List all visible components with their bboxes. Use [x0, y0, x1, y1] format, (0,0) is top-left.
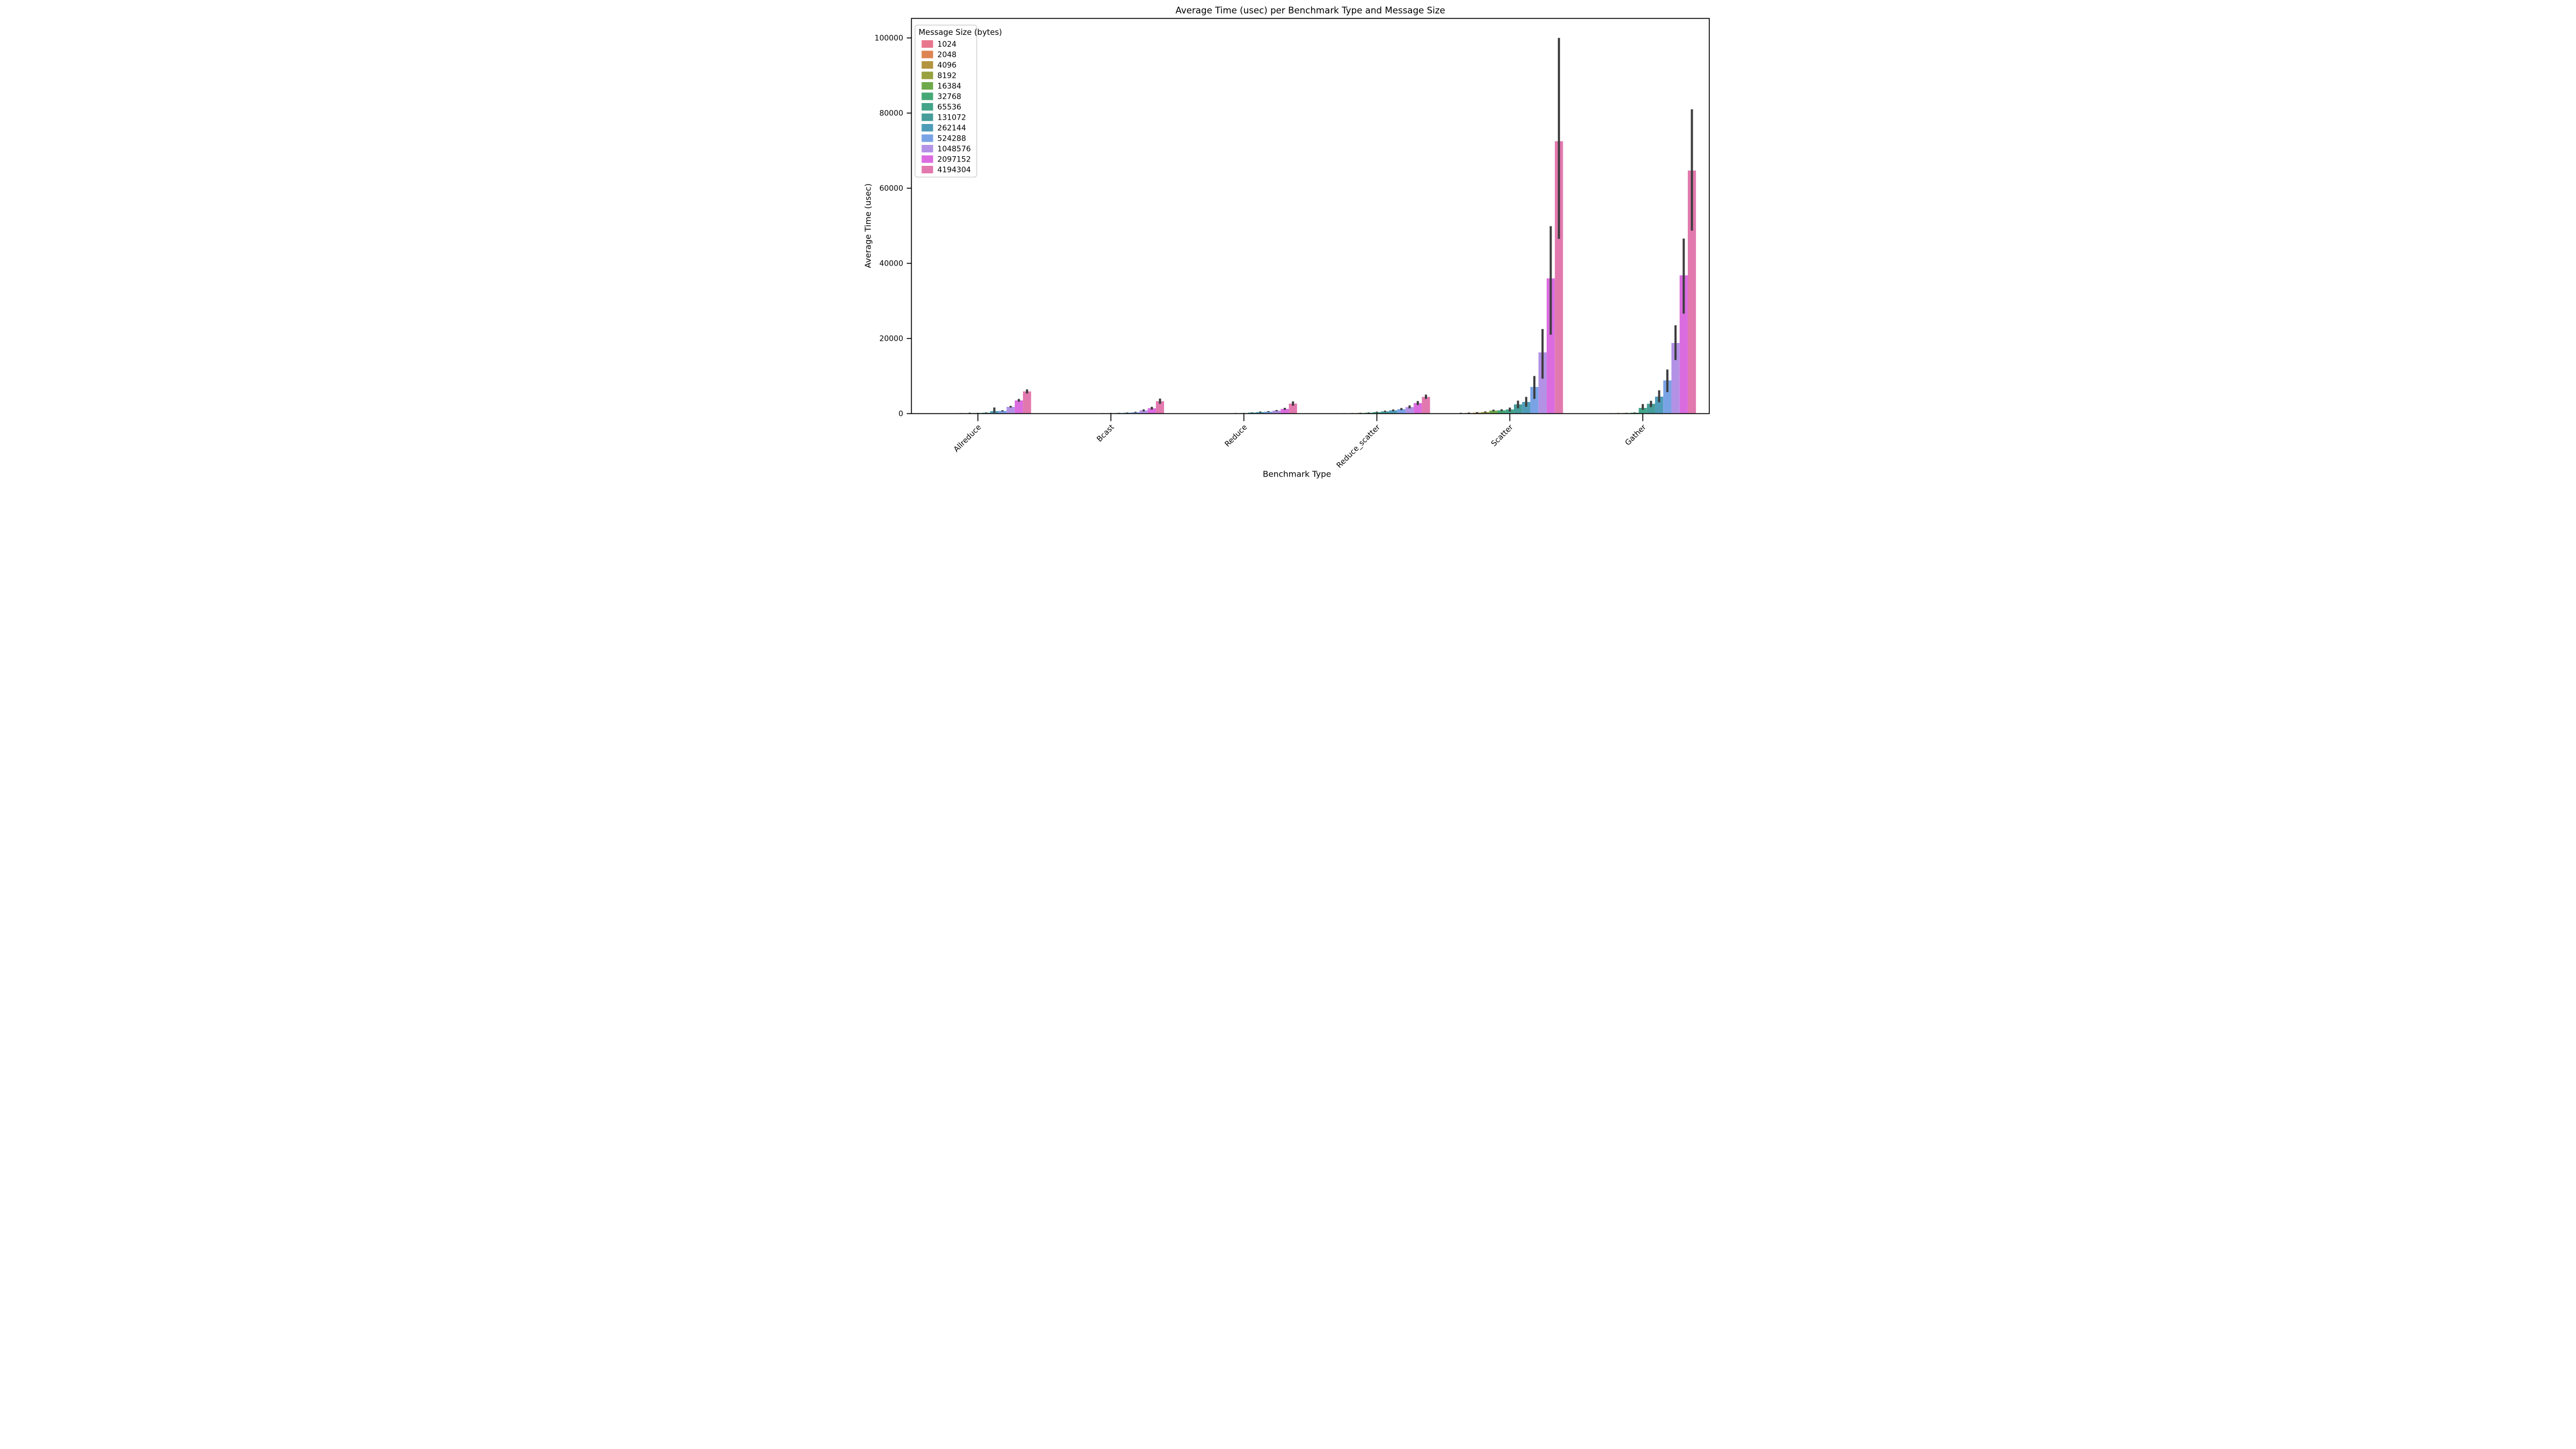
legend-label-131072: 131072: [938, 114, 966, 122]
legend-label-65536: 65536: [938, 103, 962, 112]
bar-1048576-Reduce_scatter: [1405, 407, 1414, 414]
legend-swatch-131072: [921, 113, 933, 121]
bar-2097152-Scatter: [1546, 278, 1555, 414]
legend-label-8192: 8192: [938, 72, 957, 80]
bar-524288-Scatter: [1530, 386, 1539, 414]
bar-16384-Scatter: [1489, 411, 1498, 414]
bar-4096-Scatter: [1473, 412, 1481, 414]
bar-262144-Scatter: [1522, 401, 1531, 414]
y-tick-label: 80000: [879, 109, 903, 118]
y-tick-label: 0: [898, 410, 903, 419]
bar-262144-Reduce_scatter: [1389, 410, 1397, 414]
legend-swatch-2097152: [921, 155, 933, 163]
bar-262144-Gather: [1655, 397, 1664, 414]
legend-label-262144: 262144: [938, 124, 967, 133]
x-tick-label: Scatter: [1490, 423, 1515, 448]
bar-4194304-Allreduce: [1023, 391, 1031, 414]
legend-swatch-8192: [921, 71, 933, 79]
bar-4194304-Scatter: [1555, 141, 1563, 414]
bar-2097152-Bcast: [1147, 408, 1156, 414]
bar-65536-Gather: [1638, 408, 1647, 414]
legend-label-1024: 1024: [938, 40, 957, 49]
y-tick-label: 60000: [879, 185, 903, 193]
bar-131072-Scatter: [1513, 404, 1523, 414]
bar-1048576-Gather: [1671, 343, 1680, 414]
bar-131072-Gather: [1646, 404, 1655, 414]
legend-swatch-1048576: [921, 145, 933, 152]
legend-swatch-4096: [921, 61, 933, 69]
bar-chart: Average Time (usec) per Benchmark Type a…: [863, 5, 1710, 479]
legend-swatch-2048: [921, 50, 933, 58]
bar-524288-Gather: [1663, 380, 1672, 414]
legend-swatch-16384: [921, 82, 933, 90]
legend-title: Message Size (bytes): [919, 28, 1002, 37]
x-tick-label: Allreduce: [952, 423, 983, 454]
bar-131072-Reduce_scatter: [1381, 411, 1389, 414]
chart-title: Average Time (usec) per Benchmark Type a…: [1175, 5, 1445, 16]
legend-swatch-524288: [921, 134, 933, 142]
bar-4194304-Gather: [1687, 170, 1696, 414]
bar-1048576-Allreduce: [1006, 407, 1015, 414]
bar-524288-Bcast: [1131, 412, 1140, 414]
bar-8192-Scatter: [1481, 412, 1490, 414]
x-tick-label: Bcast: [1095, 423, 1116, 444]
x-tick-label: Gather: [1623, 423, 1648, 448]
bar-524288-Allreduce: [998, 411, 1007, 414]
legend-swatch-65536: [921, 103, 933, 111]
y-tick-label: 100000: [875, 34, 903, 43]
y-axis-label: Average Time (usec): [863, 184, 873, 268]
bar-524288-Reduce_scatter: [1397, 409, 1406, 414]
bar-4194304-Reduce: [1289, 404, 1297, 414]
bar-262144-Reduce: [1256, 412, 1264, 414]
legend-label-4096: 4096: [938, 61, 957, 70]
legend-swatch-262144: [921, 124, 933, 131]
y-tick-label: 20000: [879, 335, 903, 343]
plot-area: 0 20000 40000 60000 80000 100000 Allreduce Bcas…: [875, 18, 1710, 470]
legend-label-2048: 2048: [938, 51, 957, 60]
bar-65536-Reduce_scatter: [1372, 412, 1381, 414]
bar-65536-Scatter: [1505, 409, 1514, 414]
legend-label-16384: 16384: [938, 82, 962, 91]
bar-1048576-Reduce: [1272, 411, 1281, 414]
legend-swatch-4194304: [921, 166, 933, 173]
x-axis-label: Benchmark Type: [1263, 469, 1331, 479]
chart-container: Average Time (usec) per Benchmark Type a…: [859, 0, 1717, 483]
legend-label-524288: 524288: [938, 135, 966, 143]
x-tick-label: Reduce: [1223, 423, 1249, 449]
bar-2097152-Gather: [1679, 275, 1688, 414]
bar-1048576-Scatter: [1538, 352, 1547, 414]
bar-2097152-Allreduce: [1014, 400, 1023, 414]
x-tick-label: Reduce_scatter: [1335, 423, 1382, 470]
bar-131072-Reduce: [1248, 412, 1256, 414]
legend-label-4194304: 4194304: [938, 166, 971, 174]
bar-2097152-Reduce_scatter: [1414, 403, 1422, 414]
legend-label-2097152: 2097152: [938, 156, 971, 164]
axes-spines: [911, 18, 1710, 414]
bar-1048576-Bcast: [1139, 410, 1148, 414]
bar-4194304-Reduce_scatter: [1422, 397, 1430, 414]
legend-label-1048576: 1048576: [938, 145, 971, 153]
legend-swatch-1024: [921, 40, 933, 48]
legend-swatch-32768: [921, 92, 933, 100]
bar-4194304-Bcast: [1155, 401, 1165, 414]
legend-label-32768: 32768: [938, 93, 962, 101]
y-tick-label: 40000: [879, 260, 903, 268]
bar-524288-Reduce: [1264, 412, 1273, 414]
bar-32768-Scatter: [1497, 410, 1506, 414]
bar-2097152-Reduce: [1280, 408, 1289, 414]
